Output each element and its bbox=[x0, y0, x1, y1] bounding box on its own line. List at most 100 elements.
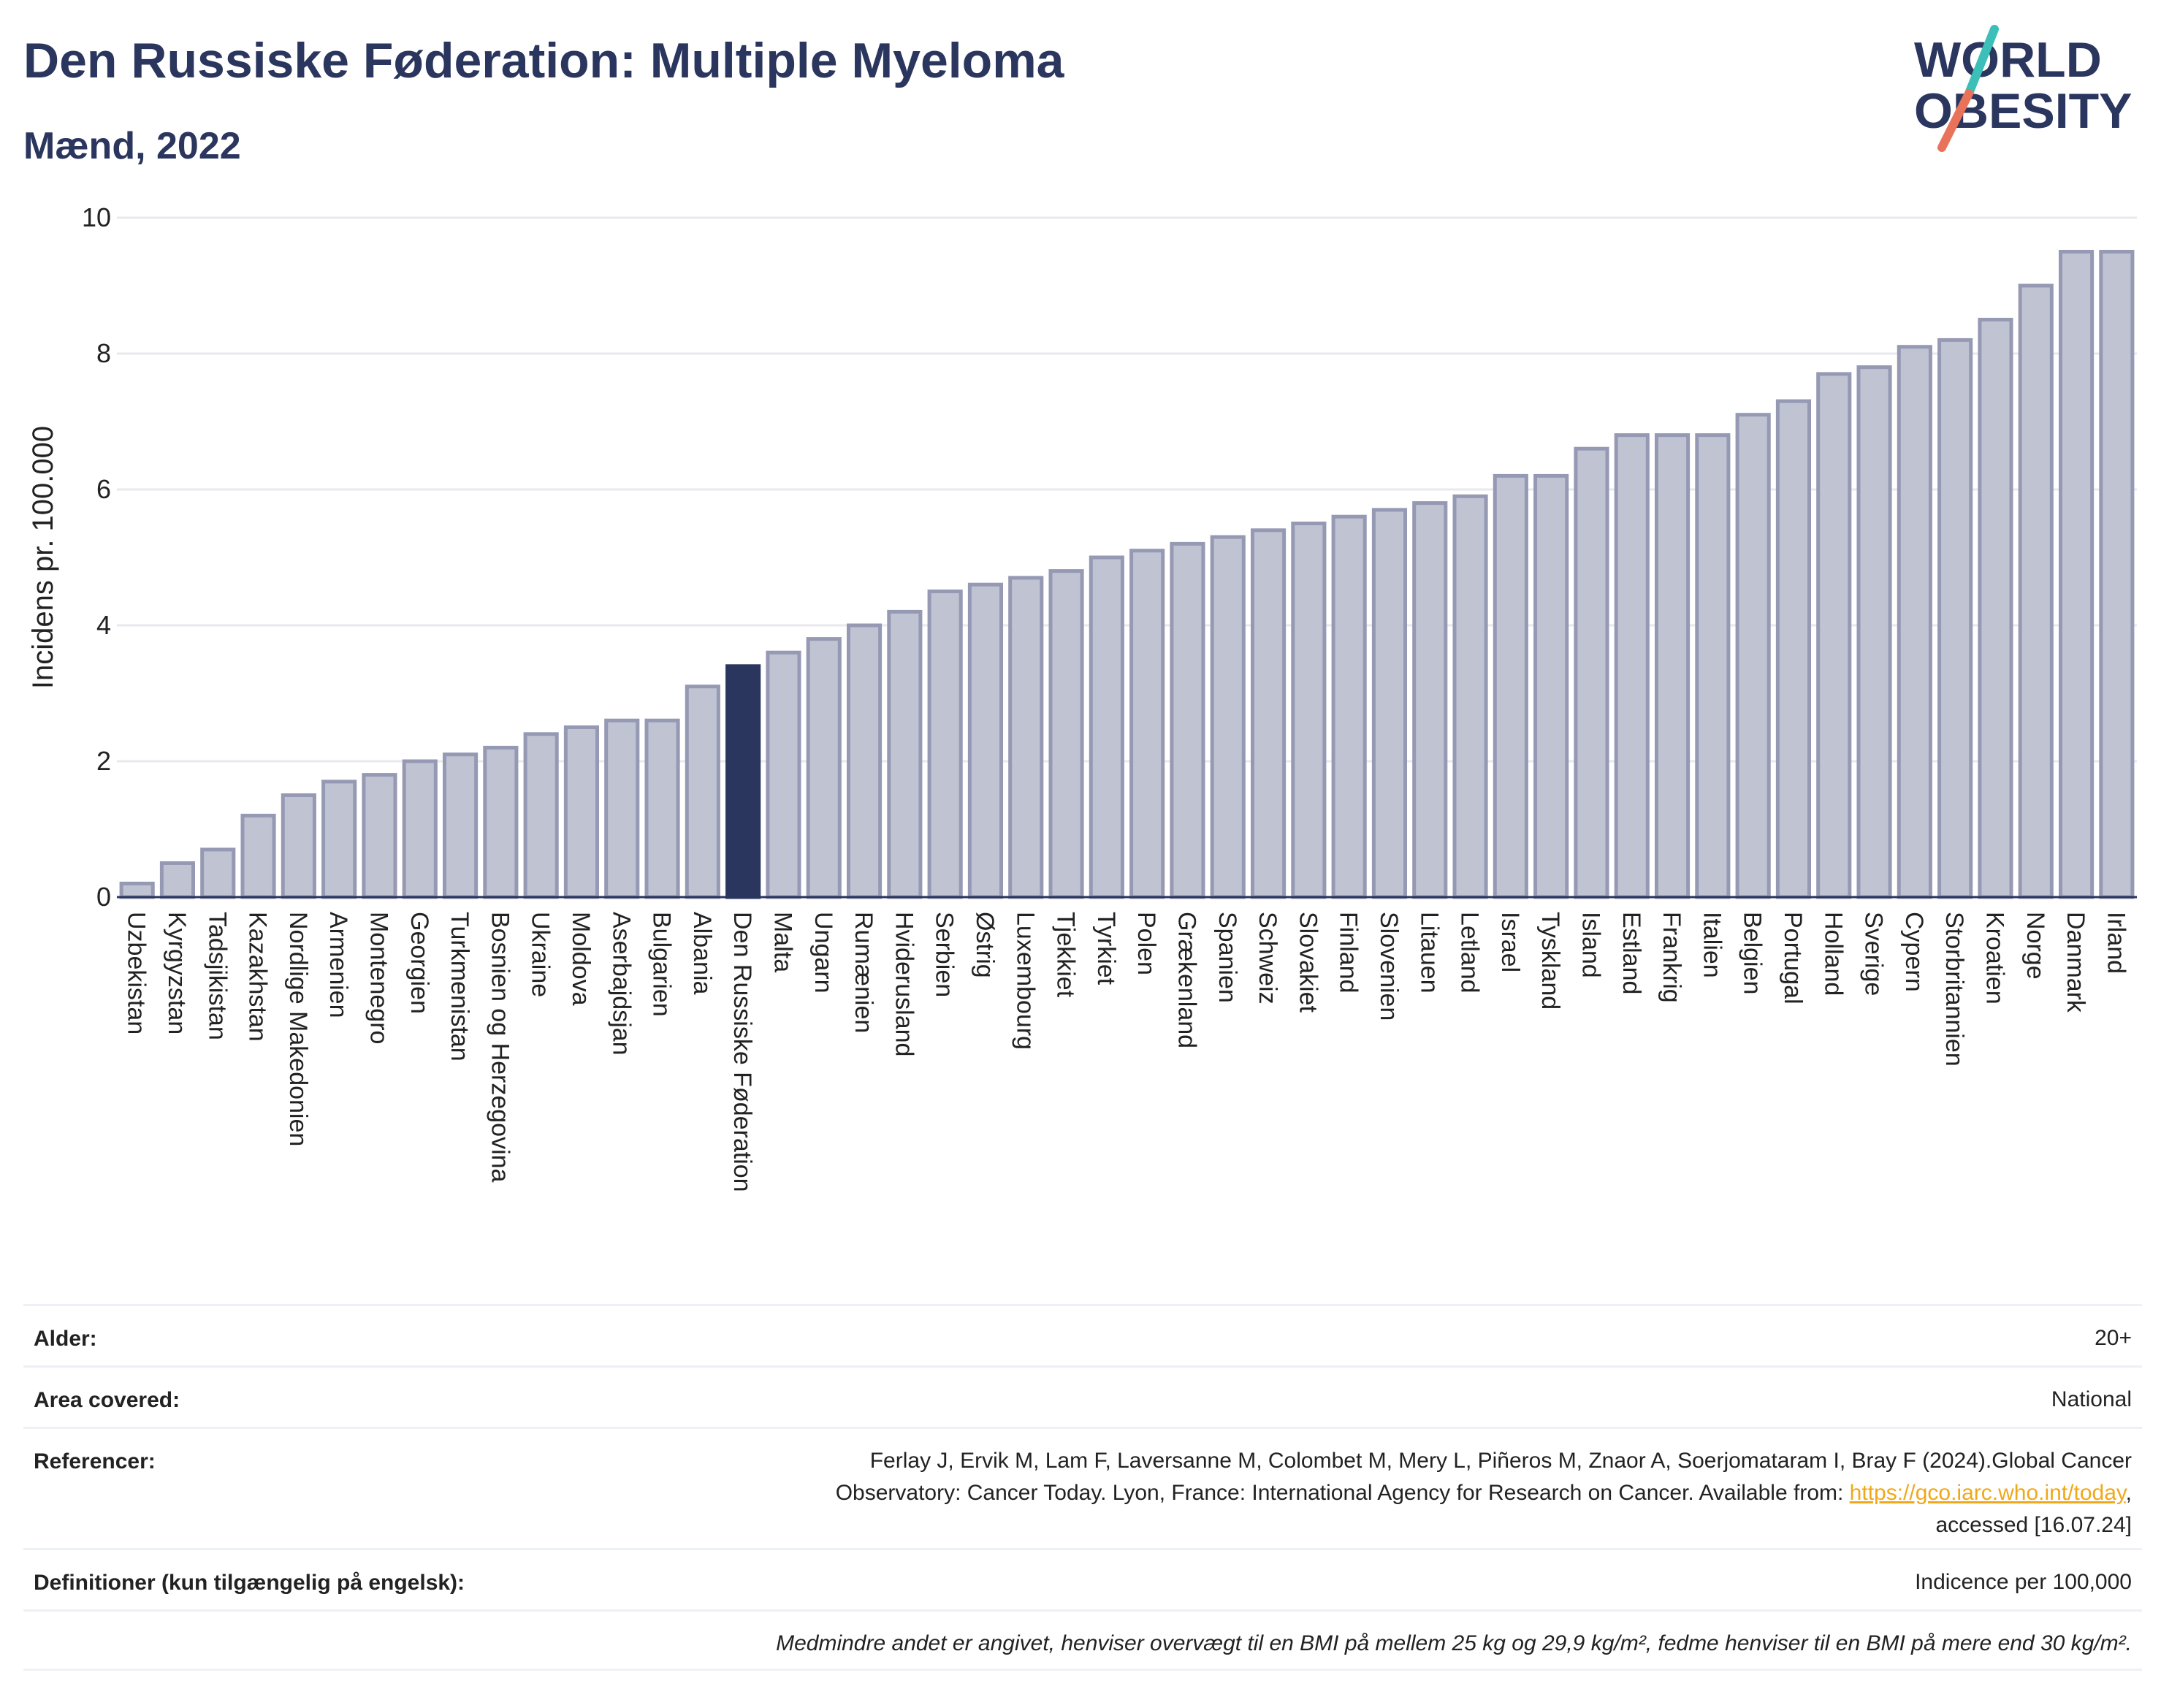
y-tick-label: 4 bbox=[96, 610, 111, 640]
chart-subtitle: Mænd, 2022 bbox=[23, 125, 241, 167]
bar bbox=[2099, 250, 2135, 899]
logo-word-world: WORLD bbox=[1914, 32, 2102, 88]
age-value: 20+ bbox=[2095, 1326, 2132, 1350]
x-tick-label: Bulgarien bbox=[648, 912, 676, 1017]
footnote: Medmindre andet er angivet, henviser ove… bbox=[776, 1631, 2132, 1655]
area-label: Area covered: bbox=[34, 1388, 180, 1412]
bar bbox=[281, 793, 316, 899]
x-tick-label: Slovenien bbox=[1375, 912, 1403, 1021]
x-tick-label: Østrig bbox=[971, 912, 999, 978]
bar bbox=[402, 759, 438, 899]
references-link[interactable]: https://gco.iarc.who.int/today bbox=[1849, 1481, 2126, 1505]
bar bbox=[1089, 555, 1124, 899]
bar bbox=[1331, 514, 1367, 899]
definitions-value: Indicence per 100,000 bbox=[1915, 1570, 2132, 1594]
info-table: Alder: 20+ Area covered: National Refere… bbox=[23, 1304, 2142, 1671]
bar bbox=[1735, 413, 1771, 899]
bar bbox=[1897, 345, 1932, 899]
bar bbox=[846, 623, 883, 899]
bar bbox=[240, 813, 276, 899]
info-row-age: Alder: 20+ bbox=[23, 1304, 2142, 1365]
x-tick-label: Polen bbox=[1132, 912, 1160, 975]
bar bbox=[442, 752, 479, 899]
bar bbox=[1250, 528, 1287, 899]
x-axis-labels: Uzbekistan Kyrgyzstan Tadsjikistan Kazakhst… bbox=[123, 912, 2130, 1192]
x-tick-label: Armenien bbox=[324, 912, 352, 1018]
x-tick-label: Israel bbox=[1496, 912, 1524, 972]
x-tick-label: Hviderusland bbox=[890, 912, 918, 1056]
bar bbox=[806, 637, 842, 899]
x-tick-label: Island bbox=[1577, 912, 1604, 978]
logo-slash-teal bbox=[1964, 25, 1999, 98]
bar bbox=[644, 718, 680, 899]
x-tick-label: Uzbekistan bbox=[123, 912, 150, 1034]
world-obesity-logo: WORLD OBESITY bbox=[1914, 25, 2133, 152]
x-tick-label: Kazakhstan bbox=[244, 912, 272, 1042]
x-tick-label: Frankrig bbox=[1658, 912, 1685, 1003]
x-tick-label: Ukraine bbox=[527, 912, 554, 997]
area-value: National bbox=[2051, 1387, 2132, 1411]
x-tick-label: Kyrgyzstan bbox=[163, 912, 191, 1034]
bar bbox=[604, 718, 640, 899]
bar bbox=[1008, 576, 1044, 899]
x-tick-label: Malta bbox=[769, 912, 796, 972]
bar bbox=[483, 745, 519, 899]
x-tick-label: Montenegro bbox=[365, 912, 392, 1044]
bar-chart: 0 2 4 6 8 10 Uzbekistan Kyrgyzstan Tadsjikistan… bbox=[27, 202, 2137, 1192]
bar bbox=[1452, 494, 1488, 899]
bar bbox=[1695, 433, 1731, 899]
references-line-2-end: , bbox=[2125, 1481, 2132, 1505]
bar bbox=[1574, 446, 1609, 899]
x-tick-label: Turkmenistan bbox=[446, 912, 473, 1061]
y-tick-label: 6 bbox=[96, 474, 111, 504]
logo-slash-coral bbox=[1937, 89, 1973, 152]
bar bbox=[1210, 535, 1246, 899]
x-tick-label: Spanien bbox=[1213, 912, 1241, 1003]
info-row-definitions: Definitioner (kun tilgængelig på engelsk… bbox=[23, 1548, 2142, 1609]
y-axis-label: Incidens pr. 100.000 bbox=[27, 426, 59, 689]
bar bbox=[1129, 549, 1165, 899]
bar bbox=[1170, 541, 1205, 899]
bar bbox=[685, 685, 720, 899]
x-tick-label: Slovakiet bbox=[1294, 912, 1322, 1013]
chart-title: Den Russiske Føderation: Multiple Myelom… bbox=[23, 33, 1064, 88]
bar bbox=[1291, 522, 1327, 899]
x-tick-label: Ungarn bbox=[809, 912, 837, 994]
bar bbox=[967, 582, 1004, 899]
x-tick-label: Serbien bbox=[931, 912, 958, 997]
x-tick-label: Sverige bbox=[1860, 912, 1888, 996]
references-value: Ferlay J, Ervik M, Lam F, Laversanne M, … bbox=[836, 1445, 2132, 1541]
x-tick-label: Danmark bbox=[2062, 912, 2089, 1013]
x-tick-label: Bosnien og Herzegovina bbox=[486, 912, 514, 1183]
x-tick-label: Portugal bbox=[1779, 912, 1807, 1004]
x-tick-label: Holland bbox=[1819, 912, 1847, 996]
y-tick-label: 8 bbox=[96, 338, 111, 368]
bars bbox=[119, 250, 2135, 899]
x-tick-label: Cypern bbox=[1900, 912, 1928, 992]
x-tick-label: Kroatien bbox=[1981, 912, 2008, 1004]
x-tick-label: Moldova bbox=[567, 912, 595, 1006]
x-tick-label: Luxembourg bbox=[1011, 912, 1039, 1050]
bar bbox=[1493, 473, 1528, 899]
bar bbox=[1371, 508, 1408, 899]
x-tick-label: Nordlige Makedonien bbox=[284, 912, 312, 1146]
bar bbox=[1775, 399, 1812, 899]
x-tick-label: Tadsjikistan bbox=[203, 912, 231, 1040]
x-tick-label: Georgien bbox=[405, 912, 433, 1014]
x-tick-label: Letland bbox=[1456, 912, 1484, 994]
bar bbox=[362, 773, 397, 899]
x-tick-label: Den Russiske Føderation bbox=[728, 912, 756, 1192]
y-tick-label: 0 bbox=[96, 882, 111, 912]
x-tick-label: Storbritannien bbox=[1940, 912, 1968, 1067]
y-tick-label: 2 bbox=[96, 746, 111, 776]
bar-highlighted bbox=[725, 664, 761, 899]
bar bbox=[523, 732, 559, 899]
bar bbox=[1654, 433, 1691, 899]
x-tick-label: Tjekkiet bbox=[1052, 912, 1080, 998]
x-tick-label: Aserbajdsjan bbox=[607, 912, 635, 1056]
bar bbox=[119, 881, 155, 899]
bar bbox=[321, 779, 357, 899]
x-tick-label: Irland bbox=[2102, 912, 2130, 974]
info-row-references: Referencer: Ferlay J, Ervik M, Lam F, La… bbox=[23, 1427, 2142, 1548]
info-row-area: Area covered: National bbox=[23, 1365, 2142, 1427]
